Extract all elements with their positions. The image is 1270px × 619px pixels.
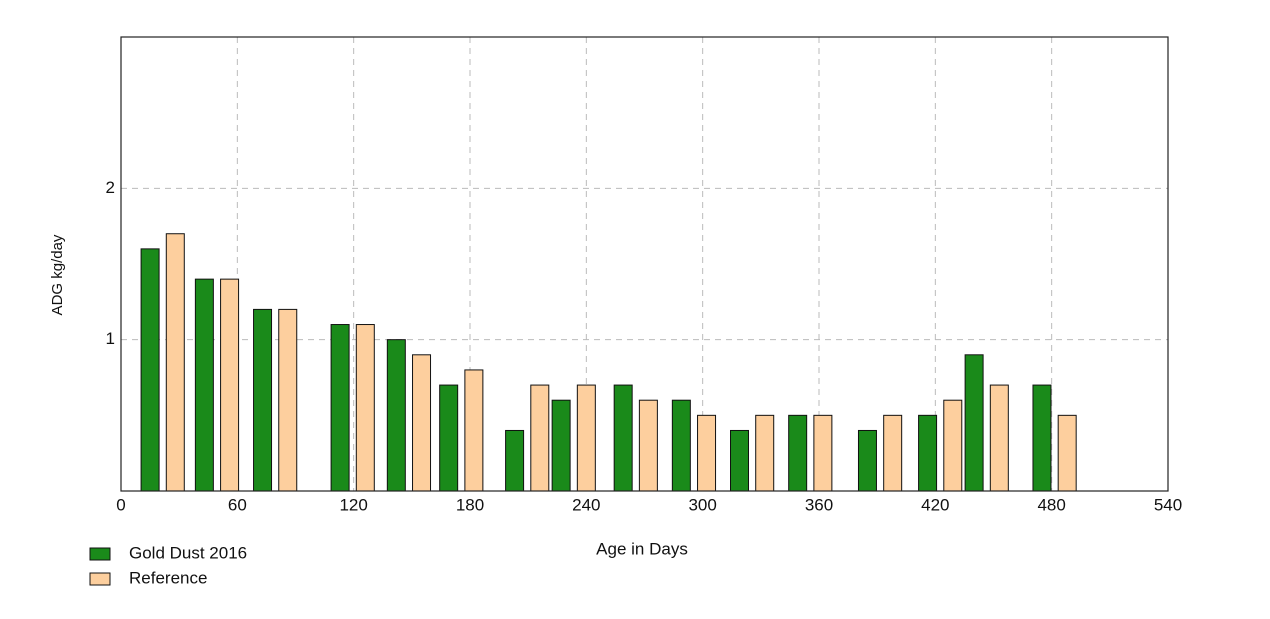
plot-frame	[120, 36, 1169, 492]
bar	[943, 399, 963, 492]
y-axis-label: ADG kg/day	[49, 234, 66, 315]
bar	[857, 429, 877, 492]
bar	[613, 384, 633, 492]
legend-swatch	[89, 547, 111, 561]
bar	[813, 414, 833, 492]
x-tick-label: 60	[228, 495, 247, 514]
bar	[412, 354, 432, 492]
bar	[194, 278, 214, 492]
bar	[278, 308, 298, 492]
bar	[1057, 414, 1077, 492]
bar	[330, 324, 350, 492]
x-tick-label: 300	[688, 495, 716, 514]
bar	[788, 414, 808, 492]
bar	[505, 429, 525, 492]
legend-label: Reference	[129, 568, 207, 587]
y-tick-label: 1	[106, 329, 115, 348]
x-tick-label: 120	[339, 495, 367, 514]
bar	[530, 384, 550, 492]
x-tick-label: 420	[921, 495, 949, 514]
x-tick-label: 240	[572, 495, 600, 514]
bar	[730, 429, 750, 492]
x-tick-label: 360	[805, 495, 833, 514]
bar	[697, 414, 717, 492]
x-tick-label: 480	[1037, 495, 1065, 514]
bar	[755, 414, 775, 492]
y-tick-label: 2	[106, 178, 115, 197]
x-tick-label: 540	[1154, 495, 1182, 514]
bar	[165, 233, 185, 492]
bar	[439, 384, 459, 492]
legend-swatch	[89, 572, 111, 586]
bar	[140, 248, 160, 492]
bar	[551, 399, 571, 492]
x-tick-label: 180	[456, 495, 484, 514]
bar	[989, 384, 1009, 492]
bar	[576, 384, 596, 492]
bar	[386, 339, 406, 492]
legend-label: Gold Dust 2016	[129, 543, 247, 562]
x-tick-label: 0	[116, 495, 125, 514]
bar	[1032, 384, 1052, 492]
bar	[220, 278, 240, 492]
bar	[918, 414, 938, 492]
x-axis-label: Age in Days	[596, 539, 688, 558]
bar	[464, 369, 484, 492]
bar	[883, 414, 903, 492]
bar	[355, 324, 375, 492]
bar	[253, 308, 273, 492]
bar	[671, 399, 691, 492]
bar	[964, 354, 984, 492]
bar	[638, 399, 658, 492]
